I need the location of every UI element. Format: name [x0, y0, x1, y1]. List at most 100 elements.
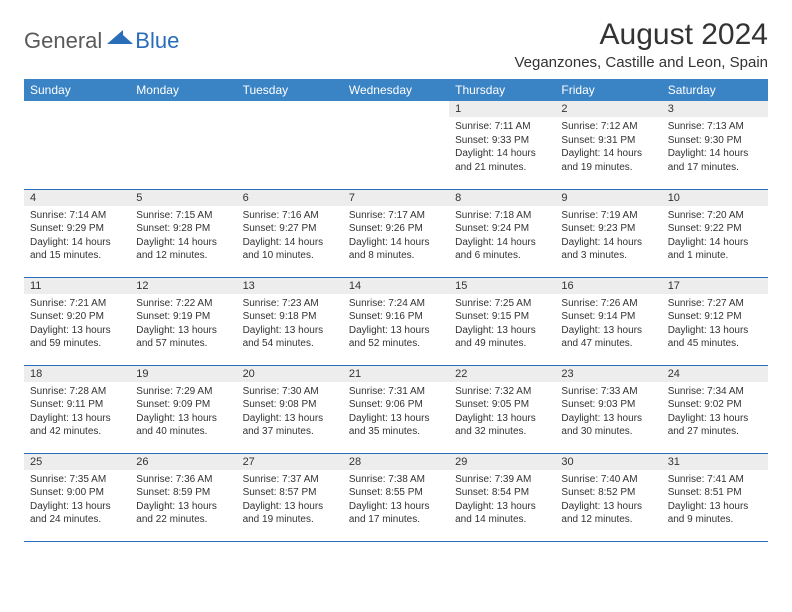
calendar-cell: 28Sunrise: 7:38 AMSunset: 8:55 PMDayligh…: [343, 453, 449, 541]
day-details: Sunrise: 7:27 AMSunset: 9:12 PMDaylight:…: [662, 294, 768, 355]
calendar-cell: 18Sunrise: 7:28 AMSunset: 9:11 PMDayligh…: [24, 365, 130, 453]
calendar-cell: 16Sunrise: 7:26 AMSunset: 9:14 PMDayligh…: [555, 277, 661, 365]
calendar-week-row: 25Sunrise: 7:35 AMSunset: 9:00 PMDayligh…: [24, 453, 768, 541]
day-details: Sunrise: 7:26 AMSunset: 9:14 PMDaylight:…: [555, 294, 661, 355]
calendar-cell: 15Sunrise: 7:25 AMSunset: 9:15 PMDayligh…: [449, 277, 555, 365]
day-number: 1: [449, 101, 555, 117]
day-details: Sunrise: 7:17 AMSunset: 9:26 PMDaylight:…: [343, 206, 449, 267]
day-number: 10: [662, 190, 768, 206]
calendar-cell: 24Sunrise: 7:34 AMSunset: 9:02 PMDayligh…: [662, 365, 768, 453]
calendar-cell: 20Sunrise: 7:30 AMSunset: 9:08 PMDayligh…: [237, 365, 343, 453]
day-number: 25: [24, 454, 130, 470]
day-number: 30: [555, 454, 661, 470]
calendar-week-row: 1Sunrise: 7:11 AMSunset: 9:33 PMDaylight…: [24, 101, 768, 189]
calendar-cell: 31Sunrise: 7:41 AMSunset: 8:51 PMDayligh…: [662, 453, 768, 541]
calendar-week-row: 11Sunrise: 7:21 AMSunset: 9:20 PMDayligh…: [24, 277, 768, 365]
calendar-body: 1Sunrise: 7:11 AMSunset: 9:33 PMDaylight…: [24, 101, 768, 541]
day-details: Sunrise: 7:38 AMSunset: 8:55 PMDaylight:…: [343, 470, 449, 531]
header: General Blue August 2024 Veganzones, Cas…: [24, 18, 768, 71]
day-details: Sunrise: 7:25 AMSunset: 9:15 PMDaylight:…: [449, 294, 555, 355]
day-number: 7: [343, 190, 449, 206]
calendar-cell: 12Sunrise: 7:22 AMSunset: 9:19 PMDayligh…: [130, 277, 236, 365]
logo-text-blue: Blue: [135, 28, 179, 54]
day-details: Sunrise: 7:37 AMSunset: 8:57 PMDaylight:…: [237, 470, 343, 531]
logo-text-general: General: [24, 28, 102, 54]
calendar-table: SundayMondayTuesdayWednesdayThursdayFrid…: [24, 79, 768, 542]
day-details: Sunrise: 7:41 AMSunset: 8:51 PMDaylight:…: [662, 470, 768, 531]
calendar-cell: 22Sunrise: 7:32 AMSunset: 9:05 PMDayligh…: [449, 365, 555, 453]
day-number: 12: [130, 278, 236, 294]
day-number: 14: [343, 278, 449, 294]
day-details: Sunrise: 7:30 AMSunset: 9:08 PMDaylight:…: [237, 382, 343, 443]
calendar-cell: [237, 101, 343, 189]
location-text: Veganzones, Castille and Leon, Spain: [514, 54, 768, 71]
day-number: 21: [343, 366, 449, 382]
day-details: Sunrise: 7:40 AMSunset: 8:52 PMDaylight:…: [555, 470, 661, 531]
calendar-cell: [24, 101, 130, 189]
day-details: Sunrise: 7:21 AMSunset: 9:20 PMDaylight:…: [24, 294, 130, 355]
day-number: 23: [555, 366, 661, 382]
calendar-cell: 10Sunrise: 7:20 AMSunset: 9:22 PMDayligh…: [662, 189, 768, 277]
day-number: 17: [662, 278, 768, 294]
day-number: 13: [237, 278, 343, 294]
day-details: Sunrise: 7:22 AMSunset: 9:19 PMDaylight:…: [130, 294, 236, 355]
calendar-cell: 29Sunrise: 7:39 AMSunset: 8:54 PMDayligh…: [449, 453, 555, 541]
day-number: 3: [662, 101, 768, 117]
calendar-cell: 14Sunrise: 7:24 AMSunset: 9:16 PMDayligh…: [343, 277, 449, 365]
day-number: 27: [237, 454, 343, 470]
day-details: Sunrise: 7:11 AMSunset: 9:33 PMDaylight:…: [449, 117, 555, 178]
calendar-cell: 23Sunrise: 7:33 AMSunset: 9:03 PMDayligh…: [555, 365, 661, 453]
calendar-week-row: 18Sunrise: 7:28 AMSunset: 9:11 PMDayligh…: [24, 365, 768, 453]
day-number: 16: [555, 278, 661, 294]
calendar-cell: 30Sunrise: 7:40 AMSunset: 8:52 PMDayligh…: [555, 453, 661, 541]
day-number: 31: [662, 454, 768, 470]
day-number: 15: [449, 278, 555, 294]
day-header: Wednesday: [343, 79, 449, 101]
day-details: Sunrise: 7:33 AMSunset: 9:03 PMDaylight:…: [555, 382, 661, 443]
day-header: Thursday: [449, 79, 555, 101]
calendar-cell: 17Sunrise: 7:27 AMSunset: 9:12 PMDayligh…: [662, 277, 768, 365]
empty-day: [130, 101, 236, 117]
calendar-cell: 7Sunrise: 7:17 AMSunset: 9:26 PMDaylight…: [343, 189, 449, 277]
calendar-cell: 1Sunrise: 7:11 AMSunset: 9:33 PMDaylight…: [449, 101, 555, 189]
calendar-cell: 26Sunrise: 7:36 AMSunset: 8:59 PMDayligh…: [130, 453, 236, 541]
day-number: 29: [449, 454, 555, 470]
calendar-week-row: 4Sunrise: 7:14 AMSunset: 9:29 PMDaylight…: [24, 189, 768, 277]
day-details: Sunrise: 7:32 AMSunset: 9:05 PMDaylight:…: [449, 382, 555, 443]
day-details: Sunrise: 7:16 AMSunset: 9:27 PMDaylight:…: [237, 206, 343, 267]
calendar-cell: [130, 101, 236, 189]
day-details: Sunrise: 7:31 AMSunset: 9:06 PMDaylight:…: [343, 382, 449, 443]
day-number: 24: [662, 366, 768, 382]
day-header: Tuesday: [237, 79, 343, 101]
day-details: Sunrise: 7:12 AMSunset: 9:31 PMDaylight:…: [555, 117, 661, 178]
day-number: 9: [555, 190, 661, 206]
day-header: Saturday: [662, 79, 768, 101]
day-number: 20: [237, 366, 343, 382]
month-title: August 2024: [514, 18, 768, 52]
day-details: Sunrise: 7:23 AMSunset: 9:18 PMDaylight:…: [237, 294, 343, 355]
calendar-cell: 11Sunrise: 7:21 AMSunset: 9:20 PMDayligh…: [24, 277, 130, 365]
day-number: 8: [449, 190, 555, 206]
calendar-cell: 3Sunrise: 7:13 AMSunset: 9:30 PMDaylight…: [662, 101, 768, 189]
day-details: Sunrise: 7:20 AMSunset: 9:22 PMDaylight:…: [662, 206, 768, 267]
day-details: Sunrise: 7:15 AMSunset: 9:28 PMDaylight:…: [130, 206, 236, 267]
calendar-cell: 5Sunrise: 7:15 AMSunset: 9:28 PMDaylight…: [130, 189, 236, 277]
day-number: 4: [24, 190, 130, 206]
calendar-cell: 25Sunrise: 7:35 AMSunset: 9:00 PMDayligh…: [24, 453, 130, 541]
day-details: Sunrise: 7:28 AMSunset: 9:11 PMDaylight:…: [24, 382, 130, 443]
logo-triangle-icon: [107, 26, 133, 49]
day-number: 2: [555, 101, 661, 117]
day-header-row: SundayMondayTuesdayWednesdayThursdayFrid…: [24, 79, 768, 101]
day-details: Sunrise: 7:14 AMSunset: 9:29 PMDaylight:…: [24, 206, 130, 267]
calendar-cell: 4Sunrise: 7:14 AMSunset: 9:29 PMDaylight…: [24, 189, 130, 277]
empty-day: [237, 101, 343, 117]
calendar-cell: 19Sunrise: 7:29 AMSunset: 9:09 PMDayligh…: [130, 365, 236, 453]
day-number: 19: [130, 366, 236, 382]
day-number: 28: [343, 454, 449, 470]
day-number: 26: [130, 454, 236, 470]
calendar-cell: 8Sunrise: 7:18 AMSunset: 9:24 PMDaylight…: [449, 189, 555, 277]
day-header: Friday: [555, 79, 661, 101]
calendar-cell: 9Sunrise: 7:19 AMSunset: 9:23 PMDaylight…: [555, 189, 661, 277]
day-details: Sunrise: 7:19 AMSunset: 9:23 PMDaylight:…: [555, 206, 661, 267]
day-number: 6: [237, 190, 343, 206]
